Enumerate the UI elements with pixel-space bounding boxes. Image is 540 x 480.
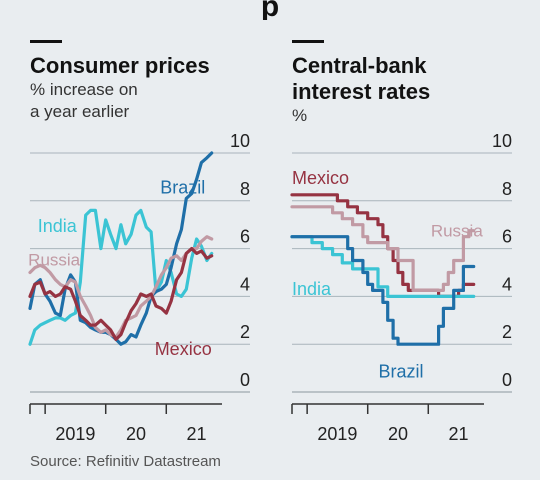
interest-rates-panel: Central-bank interest rates % <box>292 40 540 127</box>
series-label-brazil: Brazil <box>379 362 424 382</box>
y-tick-label: 8 <box>502 179 512 199</box>
figure-title: p <box>260 0 280 20</box>
series-label-russia: Russia <box>431 222 484 241</box>
y-tick-label: 2 <box>240 322 250 342</box>
series-label-brazil: Brazil <box>160 178 205 198</box>
x-tick-label: 20 <box>126 424 146 444</box>
chart-title: Consumer prices <box>30 53 210 78</box>
series-line-india <box>290 235 476 298</box>
x-tick-label: 21 <box>187 424 207 444</box>
series-line-brazil <box>290 235 476 346</box>
series-label-india: India <box>38 216 78 236</box>
chart-title-line-2: interest rates <box>292 79 431 104</box>
chart-2: 0 2 4 6 8 10 2019 20 21 Mexico Russia India Brazil <box>290 131 512 444</box>
y-tick-label: 4 <box>502 274 512 294</box>
x-tick-label: 20 <box>388 424 408 444</box>
x-tick-label: 21 <box>449 424 469 444</box>
consumer-prices-panel: Consumer prices % increase on a year ear… <box>30 40 280 123</box>
title-rule <box>292 40 324 43</box>
series-label-mexico: Mexico <box>155 339 212 359</box>
series-line-russia <box>290 205 476 292</box>
chart-title-line-1: Central-bank <box>292 53 427 78</box>
series-label-russia: Russia <box>28 250 81 269</box>
y-tick-label: 10 <box>230 131 250 151</box>
y-tick-label: 6 <box>240 227 250 247</box>
y-tick-label: 0 <box>502 370 512 390</box>
series-line-russia <box>28 235 214 339</box>
series-line-brazil <box>28 151 214 346</box>
series-label-mexico: Mexico <box>292 168 349 188</box>
chart-1: 0 2 4 6 8 10 2019 20 21 Brazil India Russia Mexico <box>28 131 250 444</box>
y-tick-label: 6 <box>502 227 512 247</box>
y-tick-label: 2 <box>502 322 512 342</box>
chart-subtitle-line-1: % increase on <box>30 80 138 99</box>
series-label-india: India <box>292 279 332 299</box>
chart-subtitle-line-2: a year earlier <box>30 102 130 121</box>
series-line-mexico <box>28 247 214 341</box>
y-tick-label: 8 <box>240 179 250 199</box>
series-line-india <box>28 208 214 346</box>
x-tick-label: 2019 <box>317 424 357 444</box>
source-note: Source: Refinitiv Datastream <box>30 453 221 470</box>
title-rule <box>30 40 62 43</box>
y-tick-label: 4 <box>240 274 250 294</box>
chart-subtitle: % <box>292 106 308 125</box>
y-tick-label: 0 <box>240 370 250 390</box>
x-tick-label: 2019 <box>55 424 95 444</box>
y-tick-label: 10 <box>492 131 512 151</box>
